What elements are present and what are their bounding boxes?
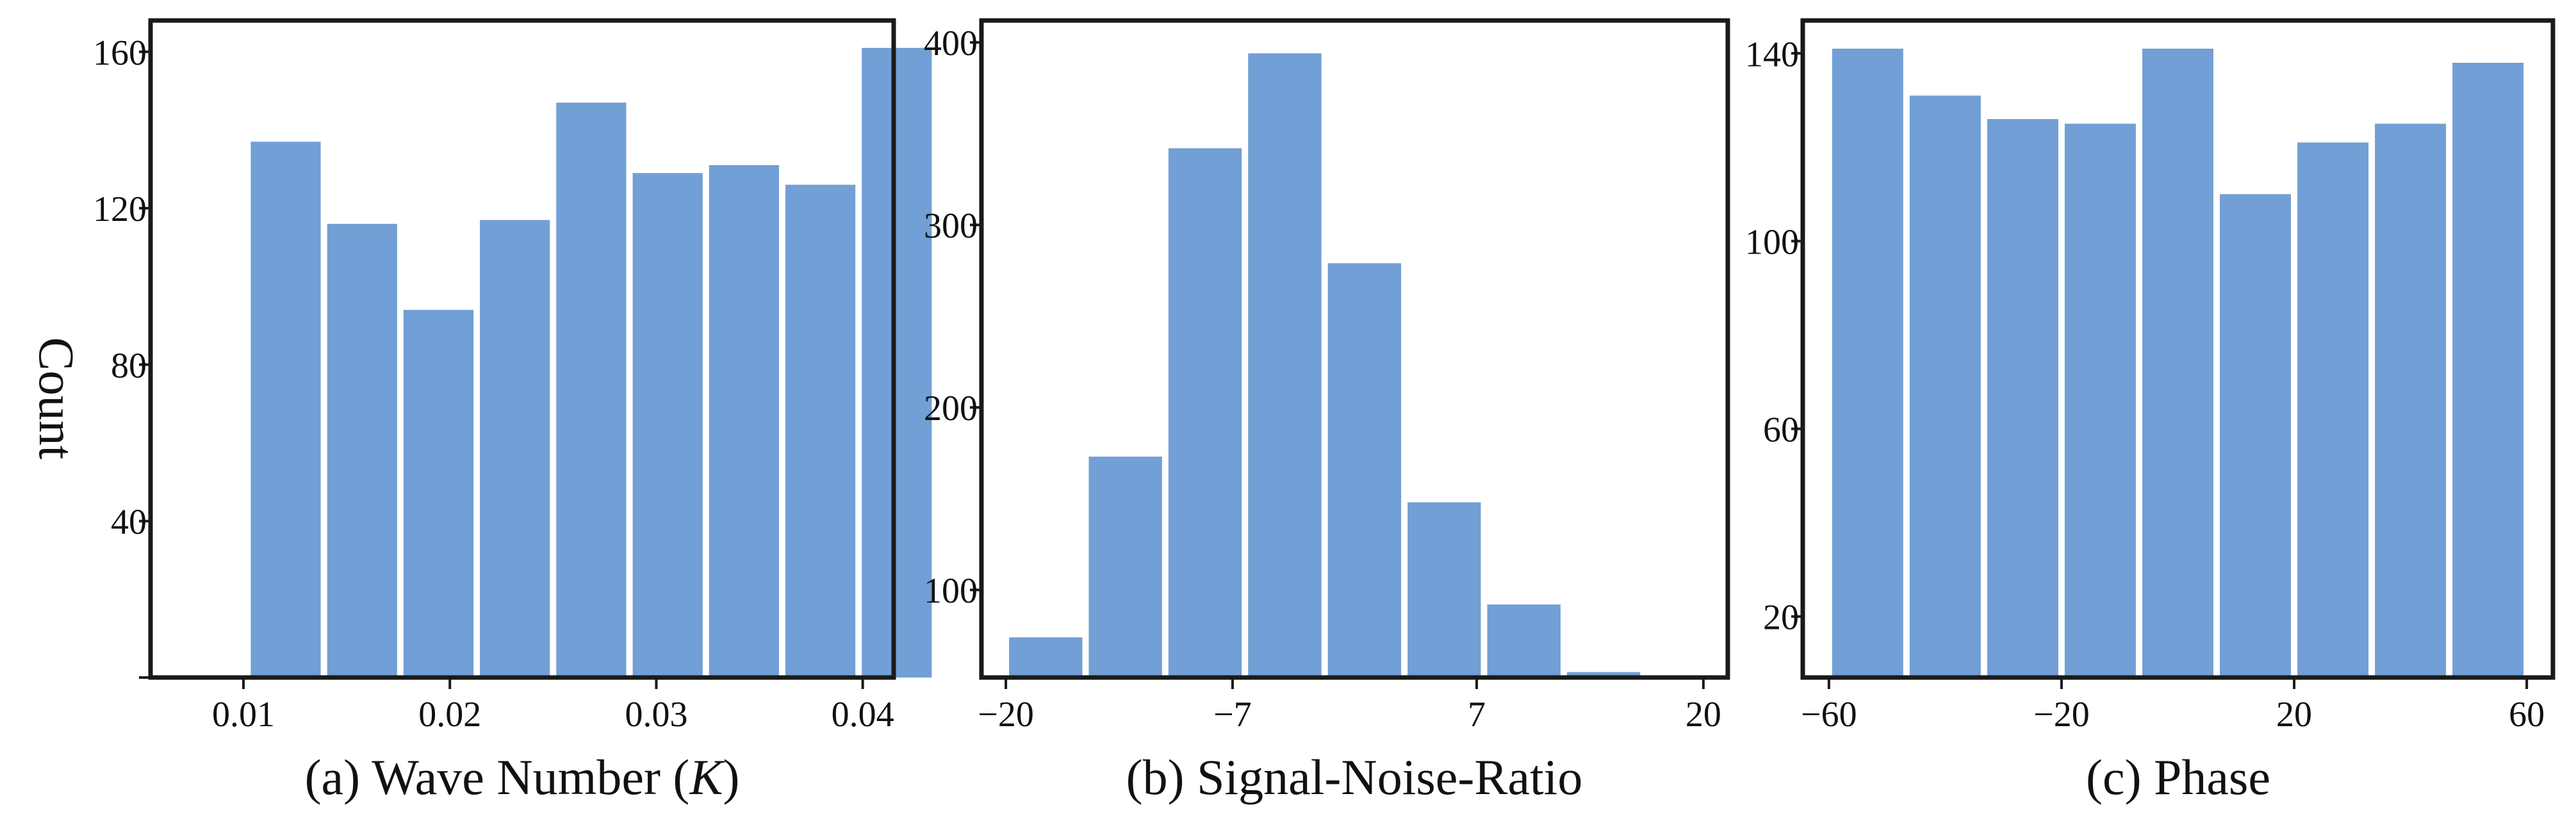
- panel-phase: −60 −20 20 60 20 60 100 140 (c) Phase: [1745, 18, 2555, 805]
- y-tick-label-phase-2: 100: [1745, 222, 1799, 262]
- bar-snr-4: [1327, 263, 1402, 678]
- bar-wave-number-0: [250, 142, 321, 678]
- x-tick-label-wave-number-1: 0.02: [418, 695, 481, 735]
- y-tick-label-phase-3: 140: [1745, 35, 1799, 74]
- bar-snr-5: [1407, 502, 1481, 678]
- caption-wave-number: (a) Wave Number (K): [305, 749, 740, 805]
- y-tick-label-phase-1: 60: [1763, 410, 1799, 450]
- bar-phase-6: [2297, 142, 2369, 678]
- y-tick-label-snr-3: 400: [924, 24, 978, 63]
- y-axis-label-count: Count: [29, 337, 85, 460]
- y-tick-label-phase-0: 20: [1763, 598, 1799, 638]
- y-tick-label-snr-0: 100: [924, 571, 978, 611]
- bar-snr-1: [1088, 457, 1162, 678]
- caption-snr: (b) Signal-Noise-Ratio: [1126, 749, 1583, 805]
- bar-wave-number-3: [480, 220, 550, 678]
- bar-snr-6: [1487, 605, 1561, 678]
- y-tick-label-wave-number-4: 160: [93, 33, 147, 73]
- caption-phase: (c) Phase: [2086, 749, 2270, 805]
- x-tick-label-snr-2: 7: [1468, 695, 1486, 735]
- x-tick-label-wave-number-2: 0.03: [625, 695, 687, 735]
- bar-snr-2: [1168, 148, 1242, 678]
- bar-phase-2: [1987, 118, 2058, 678]
- bar-wave-number-6: [709, 165, 779, 678]
- bar-snr-3: [1248, 53, 1322, 678]
- x-tick-label-snr-1: −7: [1213, 695, 1252, 735]
- axes-frame-wave-number: [148, 18, 896, 680]
- x-tick-label-phase-2: 20: [2276, 695, 2312, 735]
- bar-wave-number-4: [556, 102, 627, 678]
- panel-signal-noise-ratio: −20 −7 7 20 100 200 300 400 (b) Signal-Noise-Rat…: [924, 18, 1730, 805]
- y-tick-label-snr-2: 300: [924, 206, 978, 246]
- bar-snr-7: [1566, 672, 1641, 678]
- bar-phase-4: [2142, 49, 2213, 678]
- bar-wave-number-7: [785, 184, 856, 678]
- bar-snr-0: [1009, 637, 1083, 678]
- panel-wave-number: 0.01 0.02 0.03 0.04 40 80 120 160 (a) Wave Numbe…: [93, 18, 932, 805]
- bar-phase-5: [2220, 194, 2291, 678]
- y-tick-label-wave-number-2: 80: [111, 346, 147, 386]
- bar-phase-1: [1909, 95, 1981, 678]
- bar-phase-7: [2375, 124, 2447, 678]
- bar-phase-8: [2452, 63, 2524, 678]
- y-tick-label-wave-number-3: 120: [93, 190, 147, 229]
- x-tick-label-phase-3: 60: [2509, 695, 2545, 735]
- bar-wave-number-5: [632, 173, 703, 678]
- x-tick-label-snr-0: −20: [978, 695, 1034, 735]
- axes-frame-phase: [1800, 18, 2555, 680]
- x-tick-label-snr-3: 20: [1686, 695, 1721, 735]
- x-tick-label-wave-number-3: 0.04: [832, 695, 894, 735]
- bar-wave-number-8: [862, 47, 932, 678]
- bar-phase-0: [1832, 49, 1903, 678]
- axes-frame-snr: [979, 18, 1730, 680]
- y-tick-label-wave-number-1: 40: [111, 503, 147, 542]
- y-tick-label-snr-1: 200: [924, 389, 978, 428]
- x-tick-label-phase-1: −20: [2033, 695, 2090, 735]
- bar-wave-number-1: [327, 223, 397, 678]
- bar-phase-3: [2064, 124, 2136, 678]
- bar-wave-number-2: [403, 309, 474, 678]
- x-tick-label-phase-0: −60: [1801, 695, 1857, 735]
- x-tick-label-wave-number-0: 0.01: [212, 695, 275, 735]
